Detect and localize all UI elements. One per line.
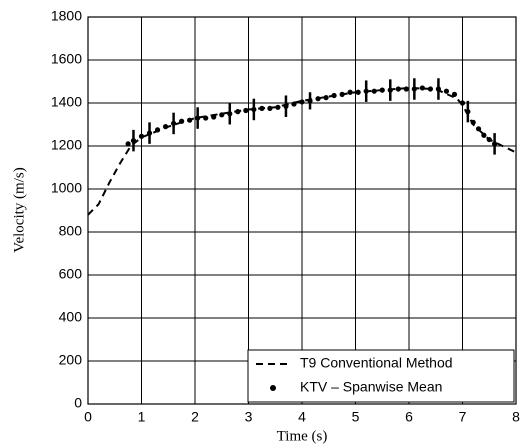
y-tick-label: 0 — [74, 395, 82, 411]
data-point — [195, 115, 201, 121]
data-point — [130, 138, 137, 144]
data-point — [219, 112, 225, 118]
y-tick-label: 1200 — [51, 137, 82, 153]
data-point — [138, 133, 145, 139]
data-point — [435, 86, 442, 92]
data-point — [427, 86, 433, 92]
data-point — [211, 114, 217, 120]
data-point — [443, 88, 450, 94]
data-point — [475, 126, 482, 132]
data-point — [363, 88, 369, 94]
data-point — [307, 98, 313, 104]
data-point — [235, 109, 241, 115]
data-point — [395, 86, 401, 92]
data-point — [470, 119, 476, 125]
data-point — [347, 89, 353, 95]
data-point — [243, 107, 249, 114]
data-point — [419, 85, 425, 91]
y-tick-label: 200 — [59, 352, 83, 368]
legend-swatch — [270, 385, 276, 391]
x-tick-label: 0 — [84, 409, 92, 425]
data-point — [299, 99, 305, 105]
legend-label: T9 Conventional Method — [300, 355, 453, 371]
y-tick-label: 1400 — [51, 94, 82, 110]
y-tick-label: 1800 — [51, 8, 82, 24]
data-point — [275, 104, 281, 110]
legend-label: KTV – Spanwise Mean — [300, 379, 442, 395]
y-tick-label: 1000 — [51, 180, 82, 196]
data-point — [162, 124, 169, 130]
x-axis-label: Time (s) — [277, 428, 328, 444]
y-tick-label: 600 — [59, 266, 83, 282]
data-point — [339, 91, 345, 97]
data-point — [125, 141, 131, 147]
y-tick-label: 1600 — [51, 51, 82, 67]
y-tick-label: 800 — [59, 223, 83, 239]
data-point — [411, 86, 417, 92]
plot-frame — [87, 16, 517, 405]
data-point — [387, 87, 393, 93]
data-point — [379, 87, 385, 93]
data-point — [154, 127, 161, 133]
data-point — [323, 95, 329, 101]
data-point — [227, 111, 233, 117]
x-tick-label: 6 — [405, 409, 413, 425]
data-point — [481, 132, 487, 138]
data-point — [203, 115, 209, 121]
data-point — [291, 101, 297, 107]
data-point — [283, 103, 289, 109]
data-point — [187, 117, 193, 123]
y-axis-label: Velocity (m/s) — [11, 167, 27, 252]
data-point — [259, 105, 265, 111]
data-point — [465, 109, 471, 115]
data-point — [315, 96, 321, 102]
x-tick-label: 7 — [459, 409, 467, 425]
data-point — [171, 120, 177, 127]
data-point — [355, 89, 361, 95]
data-point — [403, 86, 409, 92]
data-point — [267, 105, 273, 111]
data-point — [451, 91, 458, 97]
data-point — [179, 118, 185, 124]
data-point — [371, 88, 377, 94]
x-tick-label: 5 — [352, 409, 360, 425]
data-point — [486, 136, 492, 143]
legend-box — [247, 349, 515, 403]
data-point — [459, 100, 466, 106]
x-tick-label: 3 — [245, 409, 253, 425]
data-point — [331, 92, 337, 99]
x-tick-label: 2 — [191, 409, 199, 425]
y-tick-label: 400 — [59, 309, 83, 325]
data-point — [146, 130, 153, 136]
x-tick-label: 1 — [138, 409, 146, 425]
x-tick-label: 4 — [298, 409, 306, 425]
data-point — [492, 141, 498, 147]
data-line — [87, 86, 517, 216]
data-point — [251, 106, 257, 113]
x-tick-label: 8 — [512, 409, 520, 425]
